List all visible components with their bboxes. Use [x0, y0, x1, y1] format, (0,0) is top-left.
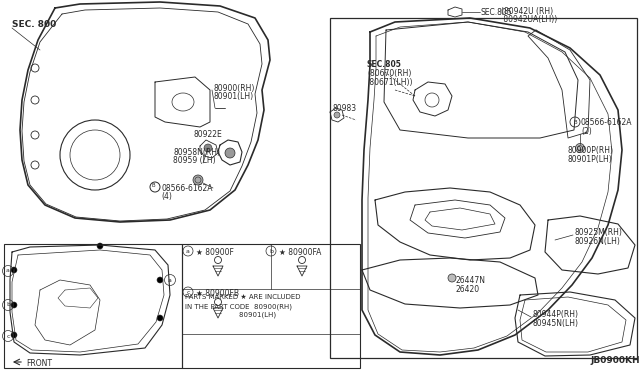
Text: FRONT: FRONT: [26, 359, 52, 368]
Text: 80959 (LH): 80959 (LH): [173, 156, 216, 165]
Text: 80925M(RH): 80925M(RH): [575, 228, 623, 237]
Text: SEC. 800: SEC. 800: [12, 20, 56, 29]
Circle shape: [575, 144, 584, 153]
Circle shape: [97, 243, 103, 249]
Circle shape: [11, 302, 17, 308]
Circle shape: [204, 144, 212, 152]
Text: SEC.805: SEC.805: [481, 8, 513, 17]
Circle shape: [448, 274, 456, 282]
Text: 80901(LH): 80901(LH): [214, 92, 254, 101]
Text: SEC.805: SEC.805: [367, 60, 402, 69]
Circle shape: [157, 315, 163, 321]
Text: a: a: [186, 248, 190, 253]
Bar: [4, 244, 182, 368]
Circle shape: [225, 148, 235, 158]
Bar: [330, 18, 637, 358]
Text: (80670(RH): (80670(RH): [367, 69, 412, 78]
Text: c: c: [6, 334, 10, 339]
Text: 26420: 26420: [456, 285, 480, 294]
Text: 80945N(LH): 80945N(LH): [533, 319, 579, 328]
Text: 80926N(LH): 80926N(LH): [575, 237, 621, 246]
Text: 80901P(LH): 80901P(LH): [568, 155, 612, 164]
Text: 26447N: 26447N: [456, 276, 486, 285]
Text: 80983: 80983: [333, 104, 357, 113]
Text: a: a: [168, 278, 172, 282]
Text: 08566-6162A: 08566-6162A: [581, 118, 632, 127]
Text: 80958N(RH): 80958N(RH): [173, 148, 220, 157]
Text: B: B: [573, 119, 577, 125]
Circle shape: [193, 175, 203, 185]
Bar: [182, 244, 360, 368]
Text: JB0900KH: JB0900KH: [590, 356, 639, 365]
Text: a: a: [6, 269, 10, 273]
Text: b: b: [269, 248, 273, 253]
Circle shape: [11, 267, 17, 273]
Text: ★ 80900F: ★ 80900F: [196, 248, 234, 257]
Text: 80901(LH): 80901(LH): [185, 312, 276, 318]
Text: 80942UA(LH)): 80942UA(LH)): [501, 15, 557, 24]
Text: 80671(LH)): 80671(LH)): [367, 78, 413, 87]
Text: (4): (4): [161, 192, 172, 201]
Text: B: B: [151, 183, 155, 187]
Text: c: c: [186, 289, 189, 295]
Text: b: b: [6, 302, 10, 308]
Text: ★ 80900FB: ★ 80900FB: [196, 289, 239, 298]
Text: ★ 80900FA: ★ 80900FA: [279, 248, 321, 257]
Text: IN THE PART CODE  80900(RH): IN THE PART CODE 80900(RH): [185, 303, 292, 310]
Circle shape: [334, 112, 340, 118]
Text: 80944P(RH): 80944P(RH): [533, 310, 579, 319]
Text: (2): (2): [581, 127, 592, 136]
Circle shape: [157, 277, 163, 283]
Text: 80922E: 80922E: [193, 130, 221, 139]
Text: 80900(RH): 80900(RH): [214, 84, 255, 93]
Text: PARTS MARKED ★ ARE INCLUDED: PARTS MARKED ★ ARE INCLUDED: [185, 294, 301, 300]
Text: (80942U (RH): (80942U (RH): [501, 7, 553, 16]
Text: 80900P(RH): 80900P(RH): [568, 146, 614, 155]
Circle shape: [11, 332, 17, 338]
Text: 08566-6162A: 08566-6162A: [161, 184, 212, 193]
